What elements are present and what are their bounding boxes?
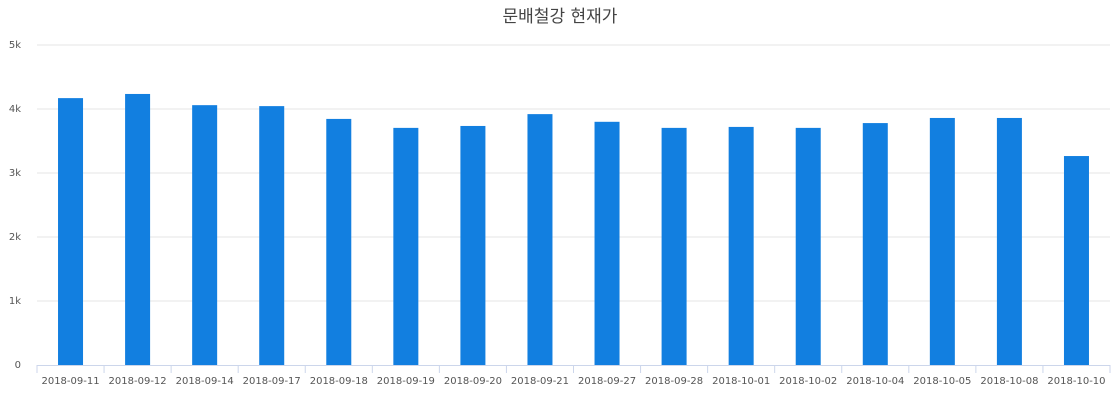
- bar: [862, 123, 888, 365]
- bar: [460, 125, 486, 366]
- x-tick-label: 2018-09-18: [310, 376, 368, 387]
- x-tick-label: 2018-10-04: [846, 376, 904, 387]
- bar: [661, 127, 687, 365]
- x-tick-label: 2018-09-21: [511, 376, 569, 387]
- bar: [929, 117, 955, 366]
- bar: [326, 118, 352, 365]
- x-tick-label: 2018-09-14: [176, 376, 234, 387]
- x-tick-label: 2018-10-02: [779, 376, 837, 387]
- x-tick-label: 2018-10-05: [913, 376, 971, 387]
- x-tick-label: 2018-09-20: [444, 376, 502, 387]
- x-tick-label: 2018-09-12: [109, 376, 167, 387]
- y-tick-label: 2k: [9, 232, 21, 243]
- x-tick-label: 2018-10-08: [980, 376, 1038, 387]
- x-tick-label: 2018-09-11: [41, 376, 99, 387]
- chart-title: 문배철강 현재가: [503, 7, 618, 27]
- y-tick-label: 0: [15, 360, 21, 371]
- bar: [58, 98, 84, 366]
- y-tick-label: 5k: [9, 40, 21, 51]
- x-tick-label: 2018-10-10: [1047, 376, 1105, 387]
- bar: [393, 127, 419, 365]
- bar: [192, 105, 218, 365]
- bar: [125, 93, 151, 366]
- x-tick-label: 2018-09-27: [578, 376, 636, 387]
- bar: [259, 106, 285, 366]
- x-tick-label: 2018-10-01: [712, 376, 770, 387]
- y-tick-label: 1k: [9, 296, 21, 307]
- x-tick-label: 2018-09-19: [377, 376, 435, 387]
- x-tick-label: 2018-09-28: [645, 376, 703, 387]
- bar: [527, 114, 553, 366]
- bar: [795, 127, 821, 365]
- bar: [996, 117, 1022, 366]
- y-tick-label: 3k: [9, 168, 21, 179]
- x-tick-label: 2018-09-17: [243, 376, 301, 387]
- y-tick-label: 4k: [9, 104, 21, 115]
- bar: [594, 121, 620, 365]
- bar: [1063, 156, 1089, 365]
- bar: [728, 126, 754, 365]
